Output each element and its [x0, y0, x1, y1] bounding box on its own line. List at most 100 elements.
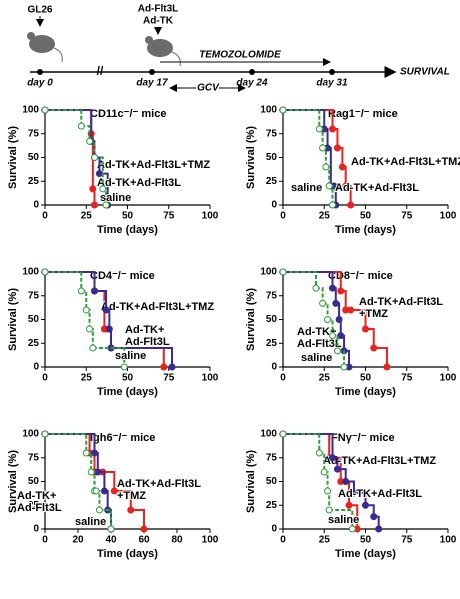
survival-step — [114, 490, 132, 510]
y-axis-label: Survival (%) — [245, 126, 257, 189]
x-tick-label: 40 — [105, 535, 117, 546]
point — [340, 363, 348, 371]
x-tick-label: 50 — [360, 373, 372, 384]
point — [342, 182, 350, 190]
point — [89, 344, 97, 352]
x-axis-label: Time (days) — [97, 224, 158, 236]
y-tick-label: 75 — [266, 290, 278, 301]
survival-chart: 0 25 50 75 100 0 25 50 75 100 Time (days) Survival … — [245, 105, 460, 236]
point — [91, 287, 98, 295]
survival-step — [45, 109, 93, 134]
point — [160, 363, 168, 371]
y-axis-label: Survival (%) — [7, 288, 19, 351]
point — [279, 268, 287, 276]
x-tick-label: 75 — [401, 373, 413, 384]
x-tick-label: 25 — [319, 211, 331, 222]
series-label: Ad-TK+ — [125, 324, 164, 336]
point — [279, 430, 287, 438]
axis-break: // — [97, 64, 104, 78]
x-tick-label: 75 — [401, 535, 413, 546]
point — [370, 344, 378, 352]
point — [102, 306, 110, 314]
y-tick-label: 25 — [266, 338, 278, 349]
y-tick-label: 25 — [28, 500, 40, 511]
label: Ad-TK — [143, 16, 174, 27]
survival-chart: 0 25 50 75 100 0 25 50 75 100 Time (days) Survival … — [7, 105, 219, 236]
point — [168, 363, 176, 371]
day-label: day 24 — [236, 78, 268, 89]
series-label: Ad-TK+Ad-Flt3L+TMZ — [351, 156, 460, 168]
point — [315, 125, 323, 133]
x-tick-label: 75 — [163, 211, 175, 222]
point — [86, 137, 94, 145]
point — [95, 170, 103, 178]
survival-chart: 0 25 50 75 100 0 25 50 75 100 Time (days) Survival … — [245, 429, 457, 560]
survival-step — [373, 347, 388, 367]
survival-step — [45, 433, 96, 453]
x-tick-label: 75 — [163, 373, 175, 384]
point — [347, 201, 355, 209]
chart-title: Rag1⁻/⁻ mice — [328, 108, 398, 120]
mouse-icon — [27, 32, 63, 63]
point — [325, 182, 333, 190]
point — [337, 332, 345, 340]
point — [342, 478, 350, 485]
y-axis-label: Survival (%) — [7, 126, 19, 189]
point — [370, 513, 378, 521]
x-tick-label: 50 — [122, 211, 134, 222]
point — [99, 185, 107, 193]
y-tick-label: 50 — [266, 314, 278, 325]
series-label: Ad-TK+Ad-Flt3L — [117, 478, 201, 490]
chart-title: IFNγ⁻/⁻ mice — [328, 432, 395, 444]
point — [319, 144, 327, 152]
survival-step — [283, 433, 321, 453]
point — [41, 106, 49, 114]
point — [348, 525, 356, 533]
y-tick-label: 100 — [260, 267, 277, 278]
survival-step — [329, 509, 354, 529]
point — [322, 163, 330, 171]
point — [77, 287, 85, 295]
x-tick-label: 0 — [280, 373, 286, 384]
y-tick-label: 25 — [28, 176, 40, 187]
series-label: Ad-TK+ — [17, 490, 56, 502]
point — [319, 299, 327, 307]
survival-step — [111, 347, 174, 367]
point — [324, 316, 332, 323]
survival-step — [283, 109, 321, 129]
x-tick-label: 0 — [280, 535, 286, 546]
survival-step — [45, 433, 91, 453]
x-tick-label: 100 — [202, 535, 219, 546]
x-tick-label: 25 — [81, 211, 93, 222]
y-tick-label: 25 — [28, 338, 40, 349]
point — [333, 347, 341, 355]
y-tick-label: 50 — [28, 152, 40, 163]
y-tick-label: 75 — [28, 128, 40, 139]
point — [329, 284, 336, 292]
x-axis-label: Time (days) — [335, 548, 396, 560]
day-label: day 31 — [316, 78, 348, 89]
survival-step — [45, 271, 96, 291]
point — [105, 325, 113, 333]
series-label: saline — [75, 516, 106, 528]
y-tick-label: 25 — [266, 176, 278, 187]
y-tick-label: 0 — [33, 362, 39, 373]
point — [41, 268, 49, 276]
y-tick-label: 100 — [260, 105, 277, 116]
x-tick-label: 100 — [440, 373, 457, 384]
point — [383, 363, 391, 371]
survival-step — [353, 491, 367, 506]
x-tick-label: 100 — [202, 211, 219, 222]
point — [110, 487, 118, 495]
x-tick-label: 50 — [360, 535, 372, 546]
point — [91, 449, 98, 457]
survival-step — [283, 433, 334, 458]
x-axis-label: Time (days) — [97, 548, 158, 560]
point — [82, 306, 90, 314]
x-tick-label: 100 — [202, 373, 219, 384]
series-label: Ad-Flt3L — [125, 336, 170, 348]
point — [337, 287, 345, 295]
y-tick-label: 50 — [28, 476, 40, 487]
point — [127, 506, 135, 514]
x-tick-label: 100 — [440, 211, 457, 222]
